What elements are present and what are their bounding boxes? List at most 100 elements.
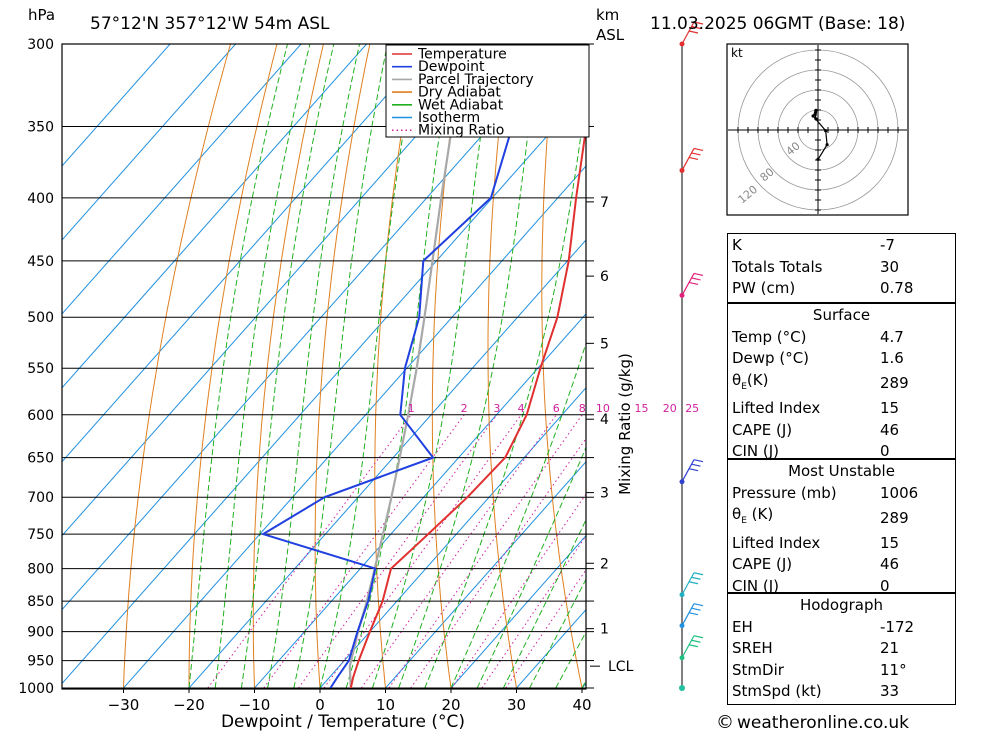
km-tick-label: 3 [600,486,609,502]
profiles [260,44,586,689]
index-value: 289 [880,508,909,527]
index-label: StmDir [732,660,784,679]
mixing-ratio-label: 2 [461,402,468,415]
dry-adiabat-line [645,44,714,688]
pressure-tick-label: 700 [27,490,54,506]
wind-barb-feather [691,463,701,467]
wind-barb [681,572,704,596]
wind-barb-feather [691,576,701,580]
surface-row: Lifted Index 15 [728,398,955,420]
index-value: 1.6 [880,349,904,367]
mixing-ratio-label: 3 [493,402,500,415]
mixing-ratio-label: 10 [596,402,610,415]
wet-adiabat-line [293,44,388,689]
km-label: km [596,6,619,24]
wind-barb-feather [688,281,699,285]
index-value: 30 [880,257,900,276]
pressure-tick-label: 900 [27,625,54,641]
isotherm-line [252,313,586,689]
index-value: 46 [880,555,900,573]
mixing-ratio-label: 8 [579,402,586,415]
index-value: 1006 [880,483,919,502]
mixing-ratio-line [505,568,586,689]
index-label: K [732,236,742,254]
index-value: 0.78 [880,279,914,297]
site-credit: weatheronline.co.uk [737,713,909,733]
isotherm-line [62,44,368,389]
index-label: EH [732,617,753,636]
surface-row: θE(K) 289 [728,370,955,399]
wind-barb-feather [688,30,699,34]
dry-adiabat-line [487,44,517,689]
index-label: CAPE (J) [732,555,793,573]
isotherm-line [62,44,302,315]
pressure-tick-label: 850 [27,594,54,610]
wind-barb-feather [691,25,701,30]
legend-label: Isotherm [418,110,480,126]
hodograph-point [814,108,818,112]
pressure-tick-label: 400 [27,191,54,207]
isotherm-line [62,44,171,167]
legend-label: Dry Adiabat [418,85,501,101]
mu-row: θE (K) 289 [728,504,955,533]
dry-adiabat-line [188,44,278,688]
mixing-ratio-label: 15 [635,402,649,415]
dry-adiabat-line [123,44,231,689]
mu-row: Pressure (mb) 1006 [728,483,955,505]
pressure-tick-label: 600 [27,408,54,424]
hodograph-point [816,157,820,161]
wind-barb-feather [693,147,704,152]
x-tick-label: −30 [108,696,140,714]
wind-barb-staff [681,273,695,296]
x-tick-label: 30 [507,696,526,714]
index-label: CAPE (J) [732,420,793,439]
wet-adiabat-line [502,518,586,689]
wind-barb-feather [693,272,704,276]
mixing-ratio-line [388,414,583,689]
index-row-k: K -7 [728,235,955,257]
pressure-tick-label: 550 [27,361,54,377]
isotherm-line [121,165,586,689]
hpa-label: hPa [28,6,55,24]
wind-barb-feather [691,277,701,281]
surface-row: CAPE (J) 46 [728,420,955,442]
pressure-tick-label: 1000 [18,681,54,697]
wind-barb-feather [693,635,704,639]
index-label: θE(K) [732,370,769,392]
surface-title: Surface [812,306,871,324]
dry-adiabat-line [431,44,464,689]
isotherm-line [62,44,433,463]
dry-adiabat-line [541,44,583,689]
index-label: StmSpd (kt) [732,682,822,700]
index-label: Lifted Index [732,533,821,552]
km-tick-label: 7 [600,195,609,211]
index-row-tt: Totals Totals 30 [728,257,955,279]
plot-frame [61,43,587,690]
x-tick-label: 40 [572,696,591,714]
surface-wind-dot [679,685,685,691]
mixing-ratio-line [410,437,586,689]
index-label: θE (K) [732,505,774,526]
isotherm-line [187,239,586,689]
index-label: PW (cm) [732,279,796,297]
wind-barb [681,147,704,171]
index-value: 289 [880,374,909,392]
wind-barb-staff [681,603,695,626]
index-value: 46 [880,420,900,439]
wind-barb-feather [691,152,701,156]
wind-barb-feather [691,639,701,643]
hodograph-point [811,114,815,118]
isotherm-line [62,44,237,241]
isotherm-line [383,460,586,689]
location-title: 57°12'N 357°12'W 54m ASL [90,14,330,34]
mixing-ratio-labels: 1 2 3 4 6 8 10 15 20 25 [408,402,700,415]
wet-adiabat-line [240,44,335,689]
wind-barb-column [679,21,704,691]
index-value: 15 [880,399,900,417]
hodo-row: EH -172 [728,617,955,639]
wind-barb-staff [681,459,695,482]
legend-label: Mixing Ratio [418,123,504,139]
wet-adiabat-line [450,341,586,689]
index-row-pw: PW (cm) 0.78 [728,278,955,300]
